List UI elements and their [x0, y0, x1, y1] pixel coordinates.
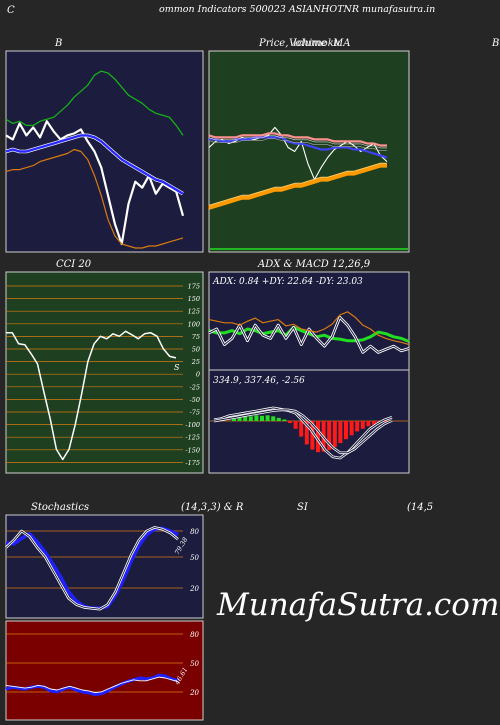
macd-histogram-bar — [344, 421, 348, 440]
macd-histogram-bar — [338, 421, 343, 444]
price-ma-band-line — [208, 138, 387, 151]
macd-histogram-bar — [332, 421, 337, 447]
cci-tick-label: -75 — [190, 409, 200, 417]
bollinger-lower-line — [5, 148, 184, 249]
cci-tick-label: -25 — [190, 383, 200, 391]
macd-histogram-bar — [327, 421, 332, 451]
bollinger-price-line — [5, 120, 185, 246]
bollinger-title: B — [55, 38, 63, 49]
cci-tick-label: -50 — [190, 396, 200, 404]
cci-tick-label: 125 — [188, 308, 200, 316]
bollinger-middle-line — [5, 134, 184, 195]
price-ma_slow-line — [208, 132, 387, 147]
rsi-params: (14,5 — [407, 502, 434, 513]
cci-tick-label: 100 — [188, 320, 200, 328]
stoch-tick-label: 50 — [190, 554, 199, 562]
macd-histogram-bar — [366, 421, 371, 427]
macd-histogram-bar — [355, 421, 360, 432]
macd-histogram-bar — [288, 421, 292, 424]
cci-tick-label: -175 — [185, 459, 200, 467]
header-title: ommon Indicators 500023 ASIANHOTNR munaf… — [159, 4, 436, 15]
rsi-mfi-line — [5, 676, 179, 694]
macd-readout: 334.9, 337.46, -2.56 — [213, 376, 305, 386]
cci-tick-label: 150 — [188, 295, 200, 303]
price-volume_line-line — [208, 163, 387, 210]
adx-title: ADX & MACD 12,26,9 — [258, 259, 371, 270]
adx-readout: ADX: 0.84 +DY: 22.64 -DY: 23.03 — [212, 277, 363, 287]
price-panel — [208, 50, 410, 253]
price-ma-label: MA — [333, 38, 351, 49]
macd-histogram-bar — [282, 419, 287, 421]
stoch-title: Stochastics — [31, 502, 89, 513]
bollinger-panel — [5, 50, 204, 253]
macd-histogram-bar — [349, 421, 354, 436]
cci-tick-label: 75 — [192, 333, 200, 341]
stoch-tick-label: 20 — [189, 585, 199, 593]
macd-histogram-bar — [372, 421, 376, 425]
bollinger-right-letter: B — [492, 38, 500, 49]
cci-line — [6, 330, 177, 461]
stoch-params: (14,3,3) & R — [181, 502, 244, 513]
cci-end-label: S — [174, 363, 180, 372]
rsi-tick-label: 50 — [190, 660, 199, 668]
macd-histogram-bar — [271, 416, 276, 421]
macd-histogram-bar — [254, 415, 259, 421]
macd-histogram-bar — [243, 416, 248, 421]
price-title: Price, — [259, 38, 289, 49]
stoch-k-line — [5, 526, 179, 610]
macd-histogram-bar — [232, 418, 236, 421]
macd-signal-line — [213, 409, 393, 454]
cci-tick-label: -150 — [185, 446, 200, 454]
macd-histogram-bar — [237, 417, 242, 421]
macd-histogram-bar — [260, 415, 264, 421]
rsi-title: SI — [297, 502, 308, 513]
price-ma-band-line — [208, 135, 387, 149]
rsi-tick-label: 80 — [190, 631, 199, 639]
adx-minus_di-line — [208, 311, 410, 346]
price-volume-highlight-line — [208, 162, 387, 206]
rsi-panel — [5, 620, 204, 721]
price-overlay-ichimoku: Ichimoku — [293, 38, 341, 49]
cci-tick-label: 25 — [191, 358, 200, 366]
macd-histogram-bar — [276, 417, 281, 421]
cci-title: CCI 20 — [56, 259, 92, 270]
macd-histogram-bar — [316, 421, 320, 453]
rsi-tick-label: 20 — [189, 689, 199, 697]
stochastics-panel — [5, 514, 204, 619]
macd-macd-line — [213, 407, 393, 459]
cci-tick-label: 0 — [196, 371, 200, 379]
watermark: MunafaSutra.com — [217, 587, 500, 623]
macd-histogram-bar — [248, 416, 253, 421]
stoch-tick-label: 80 — [190, 528, 199, 536]
cci-tick-label: -100 — [185, 421, 200, 429]
macd-histogram-bar — [360, 421, 365, 429]
bollinger-upper-line — [5, 70, 184, 136]
macd-histogram-bar — [304, 421, 309, 445]
price-overlay-volume: Volume — [289, 38, 327, 49]
cci-tick-label: 50 — [192, 346, 200, 354]
header-left-letter: C — [7, 5, 15, 16]
cci-tick-label: -125 — [185, 434, 200, 442]
price-ma_fast-line — [209, 136, 388, 159]
macd-histogram-bar — [293, 421, 298, 429]
macd-histogram-bar — [310, 421, 315, 450]
macd-histogram-bar — [383, 421, 388, 423]
macd-histogram-bar — [299, 421, 304, 437]
adx-panel — [208, 271, 410, 371]
cci-tick-label: 175 — [188, 283, 200, 291]
macd-histogram-bar — [265, 415, 270, 421]
adx-plus-di-line — [208, 316, 410, 353]
cci-panel — [5, 271, 204, 474]
